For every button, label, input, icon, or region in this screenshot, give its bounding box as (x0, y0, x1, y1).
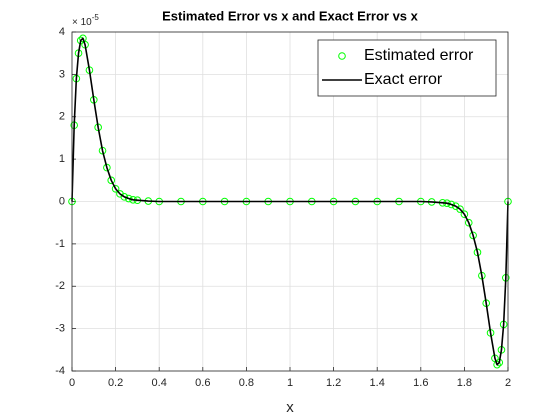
x-tick-label: 1.8 (457, 377, 472, 389)
x-tick-label: 0 (69, 377, 75, 389)
y-tick-label: 0 (59, 195, 65, 207)
data-point (456, 205, 464, 213)
legend-label: Exact error (364, 71, 443, 88)
y-tick-label: 4 (59, 26, 65, 38)
data-point (460, 210, 469, 219)
data-point (493, 360, 501, 369)
data-point (111, 184, 120, 193)
x-tick-label: 0.4 (152, 377, 167, 389)
x-tick-label: 1 (287, 377, 293, 389)
y-tick-label: 2 (59, 111, 65, 123)
marks (68, 34, 512, 369)
legend: Estimated error Exact error (317, 39, 497, 97)
y-multiplier: × 10-5 (72, 13, 99, 28)
data-point (124, 194, 133, 203)
data-point (464, 218, 473, 227)
legend-symbol (338, 52, 346, 60)
x-tick-label: 0.2 (108, 377, 123, 389)
y-tick-label: -1 (55, 238, 65, 250)
legend-box (317, 39, 497, 97)
data-point (469, 231, 477, 240)
data-point (120, 193, 129, 201)
multiplier-base: × 10 (72, 17, 92, 28)
x-tick-label: 0.8 (239, 377, 254, 389)
x-tick-label: 1.2 (326, 377, 341, 389)
legend-label: Estimated error (364, 47, 474, 64)
multiplier-power: -5 (92, 13, 100, 22)
y-tick-label: -3 (55, 323, 65, 335)
y-tick-label: -4 (55, 365, 65, 377)
data-point (107, 176, 116, 185)
x-tick-label: 2 (505, 377, 511, 389)
series-line (71, 37, 509, 366)
axes-box (71, 31, 509, 372)
x-tick-label: 1.4 (370, 377, 385, 389)
y-tick-label: 1 (59, 153, 65, 165)
x-tick-label: 1.6 (413, 377, 428, 389)
chart-title: Estimated Error vs x and Exact Error vs … (162, 8, 419, 23)
x-tick-label: 0.6 (195, 377, 210, 389)
y-tick-label: -2 (55, 280, 65, 292)
x-axis-label: x (286, 399, 294, 416)
y-tick-label: 3 (59, 68, 65, 80)
data-point (103, 163, 111, 172)
data-point (447, 200, 456, 209)
